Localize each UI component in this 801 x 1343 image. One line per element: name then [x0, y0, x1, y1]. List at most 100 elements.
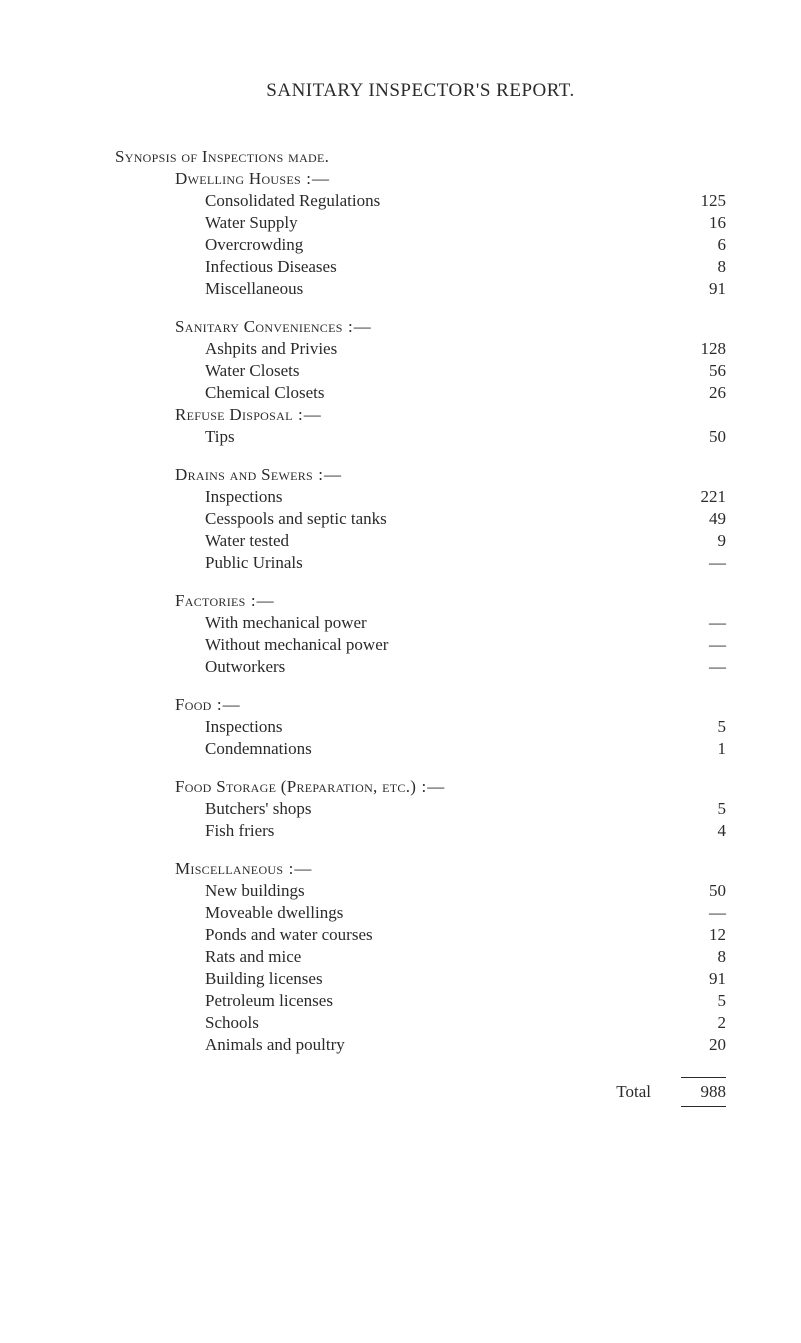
category-suffix: :— [246, 591, 275, 610]
line-item: Consolidated Regulations 125 [145, 191, 726, 211]
synopsis-header: Synopsis of Inspections made. [115, 147, 726, 167]
item-value: 2 [681, 1013, 726, 1033]
synopsis-content: Dwelling Houses :—Consolidated Regulatio… [115, 169, 726, 1107]
line-item: Petroleum licenses 5 [145, 991, 726, 1011]
item-value: 56 [681, 361, 726, 381]
item-value: 128 [681, 339, 726, 359]
item-value: 12 [681, 925, 726, 945]
line-item: Rats and mice 8 [145, 947, 726, 967]
item-label: Miscellaneous [205, 279, 303, 299]
category-name: Dwelling Houses [175, 169, 301, 188]
item-value: 1 [681, 739, 726, 759]
line-item: Miscellaneous 91 [145, 279, 726, 299]
item-label: Consolidated Regulations [205, 191, 380, 211]
item-label: Overcrowding [205, 235, 303, 255]
category-suffix: :— [293, 405, 322, 424]
category-name: Sanitary Conveniences [175, 317, 343, 336]
categories-container: Dwelling Houses :—Consolidated Regulatio… [145, 169, 726, 1055]
category-header: Miscellaneous :— [145, 859, 726, 879]
item-value: — [681, 635, 726, 655]
item-value: — [681, 657, 726, 677]
item-label: Water tested [205, 531, 289, 551]
category-name: Miscellaneous [175, 859, 283, 878]
total-row: Total 988 [145, 1077, 726, 1107]
item-value: 9 [681, 531, 726, 551]
item-label: Petroleum licenses [205, 991, 333, 1011]
line-item: Moveable dwellings — [145, 903, 726, 923]
item-label: Butchers' shops [205, 799, 311, 819]
item-value: 26 [681, 383, 726, 403]
item-value: 16 [681, 213, 726, 233]
line-item: Ponds and water courses 12 [145, 925, 726, 945]
item-label: Condemnations [205, 739, 312, 759]
item-label: Cesspools and septic tanks [205, 509, 387, 529]
line-item: Overcrowding6 [145, 235, 726, 255]
category-header: Drains and Sewers :— [145, 465, 726, 485]
category-name: Food [175, 695, 212, 714]
item-label: Inspections [205, 717, 282, 737]
item-label: Tips [205, 427, 235, 447]
item-label: Public Urinals [205, 553, 303, 573]
item-label: Water Closets [205, 361, 299, 381]
item-label: Building licenses [205, 969, 323, 989]
line-item: Inspections 5 [145, 717, 726, 737]
item-value: 5 [681, 799, 726, 819]
line-item: Water tested 9 [145, 531, 726, 551]
item-label: Rats and mice [205, 947, 301, 967]
item-value: — [681, 553, 726, 573]
page-title: SANITARY INSPECTOR'S REPORT. [115, 80, 726, 102]
category-header: Dwelling Houses :— [145, 169, 726, 189]
line-item: Ashpits and Privies 128 [145, 339, 726, 359]
line-item: New buildings 50 [145, 881, 726, 901]
item-label: Fish friers [205, 821, 274, 841]
item-value: 8 [681, 257, 726, 277]
category-suffix: :— [313, 465, 342, 484]
line-item: Tips50 [145, 427, 726, 447]
item-value: 125 [681, 191, 726, 211]
category-suffix: :— [301, 169, 330, 188]
item-value: 221 [681, 487, 726, 507]
item-label: Ashpits and Privies [205, 339, 337, 359]
line-item: Water Supply 16 [145, 213, 726, 233]
item-label: Moveable dwellings [205, 903, 343, 923]
line-item: Infectious Diseases8 [145, 257, 726, 277]
item-label: Chemical Closets [205, 383, 324, 403]
category-header: Factories :— [145, 591, 726, 611]
item-label: Outworkers [205, 657, 285, 677]
line-item: Without mechanical power — [145, 635, 726, 655]
category-header: Refuse Disposal :— [145, 405, 726, 425]
line-item: Schools2 [145, 1013, 726, 1033]
line-item: With mechanical power — [145, 613, 726, 633]
category-name: Drains and Sewers [175, 465, 313, 484]
line-item: Fish friers 4 [145, 821, 726, 841]
category-header: Food :— [145, 695, 726, 715]
item-value: 50 [681, 881, 726, 901]
item-label: Ponds and water courses [205, 925, 373, 945]
line-item: Condemnations 1 [145, 739, 726, 759]
line-item: Inspections 221 [145, 487, 726, 507]
category-suffix: :— [283, 859, 312, 878]
item-label: Inspections [205, 487, 282, 507]
line-item: Cesspools and septic tanks49 [145, 509, 726, 529]
item-value: 91 [681, 279, 726, 299]
total-label: Total [205, 1082, 681, 1102]
item-label: Water Supply [205, 213, 298, 233]
category-header: Food Storage (Preparation, etc.) :— [145, 777, 726, 797]
total-value: 988 [681, 1077, 726, 1107]
item-label: Without mechanical power [205, 635, 388, 655]
item-value: 91 [681, 969, 726, 989]
item-value: — [681, 903, 726, 923]
item-label: Animals and poultry [205, 1035, 345, 1055]
item-value: 8 [681, 947, 726, 967]
category-suffix: :— [212, 695, 241, 714]
line-item: Public Urinals — [145, 553, 726, 573]
line-item: Water Closets 56 [145, 361, 726, 381]
item-value: 4 [681, 821, 726, 841]
item-value: — [681, 613, 726, 633]
item-label: New buildings [205, 881, 305, 901]
item-value: 5 [681, 991, 726, 1011]
item-label: With mechanical power [205, 613, 367, 633]
category-name: Food Storage (Preparation, etc.) [175, 777, 416, 796]
category-name: Refuse Disposal [175, 405, 293, 424]
item-value: 5 [681, 717, 726, 737]
